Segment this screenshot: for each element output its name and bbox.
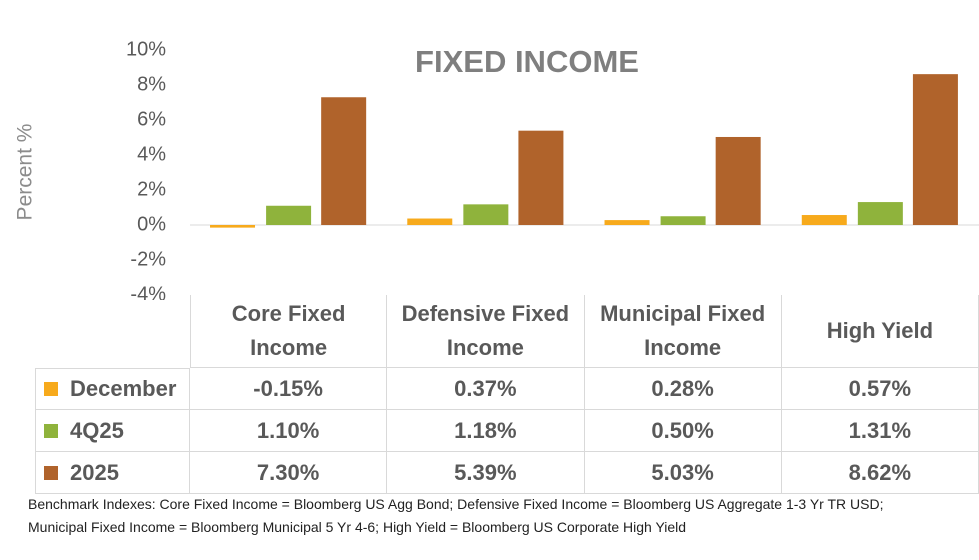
- value-cell: 5.03%: [584, 452, 782, 494]
- y-tick-label: 4%: [137, 143, 166, 165]
- value-cell: 0.57%: [781, 368, 979, 410]
- value-cell: 1.31%: [781, 410, 979, 452]
- footnote: Municipal Fixed Income = Bloomberg Munic…: [28, 519, 687, 535]
- bar: [801, 215, 847, 225]
- bar: [266, 205, 312, 225]
- bar: [715, 136, 761, 225]
- bar: [660, 216, 706, 225]
- category-header: Municipal Fixed Income: [584, 295, 782, 368]
- legend-entry: 4Q25: [35, 410, 190, 452]
- legend-entry: 2025: [35, 452, 190, 494]
- legend-swatch: [44, 465, 58, 480]
- value-cell: 5.39%: [387, 452, 585, 494]
- y-tick-label: 2%: [137, 178, 166, 200]
- legend-label: 2025: [70, 459, 119, 485]
- legend-entry: December: [35, 368, 190, 410]
- value-cell: 0.28%: [584, 368, 782, 410]
- legend-label: December: [70, 376, 177, 401]
- category-header: Defensive Fixed Income: [387, 295, 585, 368]
- bar: [321, 97, 367, 225]
- value-cell: 7.30%: [190, 452, 388, 494]
- legend-label: 4Q25: [70, 417, 124, 443]
- chart-title: FIXED INCOME: [415, 44, 639, 79]
- legend-swatch: [44, 382, 58, 396]
- footnote: Benchmark Indexes: Core Fixed Income = B…: [28, 496, 884, 512]
- value-cell: 1.18%: [387, 410, 585, 452]
- bar: [857, 202, 903, 225]
- y-tick-label: 0%: [137, 213, 166, 235]
- value-cell: 0.37%: [387, 368, 585, 410]
- bar: [518, 130, 564, 225]
- legend-swatch: [44, 423, 58, 438]
- y-tick-label: -4%: [130, 283, 166, 300]
- bar: [604, 220, 650, 225]
- bar: [463, 204, 509, 225]
- bar: [210, 225, 256, 228]
- chart: FIXED INCOME Percent % -4% -2% 0% 2% 4% 6% 8% 1…: [14, 38, 979, 300]
- value-cell: 0.50%: [584, 410, 782, 452]
- category-header: High Yield: [781, 295, 979, 368]
- y-tick-label: 6%: [137, 108, 166, 130]
- bar: [912, 74, 958, 226]
- y-tick-label: 10%: [126, 38, 166, 60]
- y-tick-label: 8%: [137, 73, 166, 95]
- y-axis-label: Percent %: [14, 124, 37, 221]
- value-cell: 8.62%: [781, 452, 979, 494]
- bar: [407, 218, 453, 225]
- y-tick-label: -2%: [130, 248, 166, 270]
- value-cell: 1.10%: [190, 410, 388, 452]
- category-header: Core Fixed Income: [190, 295, 388, 368]
- value-cell: -0.15%: [190, 368, 388, 410]
